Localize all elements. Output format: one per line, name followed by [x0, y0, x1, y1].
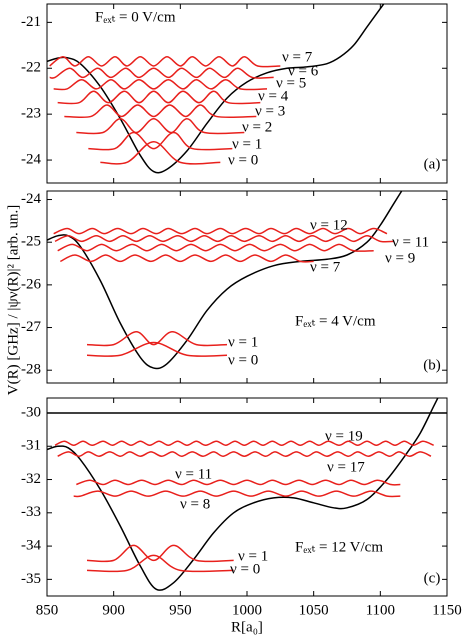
plot-frame [46, 3, 448, 184]
wavefunction [86, 554, 234, 573]
wavefunction [73, 490, 401, 498]
wavefunction [49, 67, 274, 79]
wavefunction [76, 479, 401, 486]
y-tick-label: -25 [21, 234, 41, 250]
series-label: ν = 11 [175, 466, 212, 482]
x-tick-label: 1100 [366, 602, 395, 618]
series-label: ν = 1 [238, 548, 268, 564]
y-tick-label: -28 [21, 362, 41, 378]
y-tick-label: -31 [21, 438, 41, 454]
plot-area [47, 191, 403, 370]
x-tick-label: 850 [36, 602, 59, 618]
plot-frame [46, 397, 448, 597]
wavefunction [88, 131, 233, 151]
series-label: ν = 17 [327, 459, 365, 475]
y-tick-label: -22 [21, 60, 41, 76]
series-label: ν = 19 [325, 428, 363, 444]
series-label: ν = 6 [288, 63, 319, 79]
panel-label: (a) [424, 156, 441, 172]
y-tick-label: -23 [21, 106, 41, 122]
plot-area [47, 4, 385, 174]
wavefunction [86, 331, 228, 347]
y-axis-label: V(R) [GHz] / |ψν(R)|² [arb. un.] [5, 205, 21, 395]
series-label: ν = 7 [310, 259, 341, 275]
x-axis-label: R[a₀] [231, 619, 263, 635]
x-tick-label: 1150 [432, 602, 461, 618]
wavefunction [57, 451, 432, 457]
series-label: ν = 3 [255, 103, 285, 119]
wavefunction [54, 235, 394, 243]
wavefunction [54, 440, 434, 447]
wavefunction [53, 78, 268, 91]
series-label: ν = 1 [228, 334, 258, 350]
y-tick-label: -26 [21, 276, 41, 292]
series-label: ν = 1 [232, 136, 262, 152]
y-tick-label: -35 [21, 571, 41, 587]
series-label: ν = 8 [180, 496, 210, 512]
series-label: ν = 9 [385, 250, 415, 266]
wavefunction [86, 341, 228, 357]
plot-frame [46, 190, 448, 384]
wavefunction [57, 243, 374, 252]
series-label: ν = 11 [392, 234, 429, 250]
x-tick-label: 1050 [299, 602, 329, 618]
wavefunction [100, 140, 221, 165]
annotation: Fₑₓₜ = 12 V/cm [295, 539, 383, 555]
plot-area [47, 398, 447, 591]
series-label: ν = 0 [228, 352, 258, 368]
series-label: ν = 12 [310, 217, 348, 233]
potential-curve [47, 191, 403, 370]
series-label: ν = 5 [276, 75, 306, 91]
y-tick-label: -34 [21, 538, 41, 554]
y-tick-label: -33 [21, 504, 41, 520]
y-tick-label: -30 [21, 404, 41, 420]
wavefunction [86, 544, 234, 563]
panel-label: (c) [424, 570, 441, 586]
y-tick-label: -21 [21, 14, 41, 30]
wavefunction [49, 56, 281, 68]
series-label: ν = 0 [228, 152, 258, 168]
x-tick-label: 900 [102, 602, 125, 618]
wavefunction [76, 117, 245, 135]
annotation: Fₑₓₜ = 0 V/cm [95, 9, 176, 25]
x-tick-label: 1000 [232, 602, 262, 618]
wavefunction [53, 227, 388, 235]
series-label: ν = 2 [242, 119, 272, 135]
series-label: ν = 4 [258, 88, 289, 104]
y-tick-label: -24 [21, 191, 41, 207]
panel-label: (b) [423, 357, 441, 373]
series-label: ν = 7 [282, 49, 313, 65]
wavefunction [64, 104, 257, 119]
annotation: Fₑₓₜ = 4 V/cm [295, 313, 376, 329]
y-tick-label: -32 [21, 471, 41, 487]
wavefunction [57, 90, 261, 105]
y-tick-label: -24 [21, 151, 41, 167]
series-label: ν = 0 [230, 561, 260, 577]
potential-curve [47, 398, 439, 591]
wavefunction [59, 254, 314, 263]
y-tick-label: -27 [21, 319, 41, 335]
x-tick-label: 950 [169, 602, 192, 618]
